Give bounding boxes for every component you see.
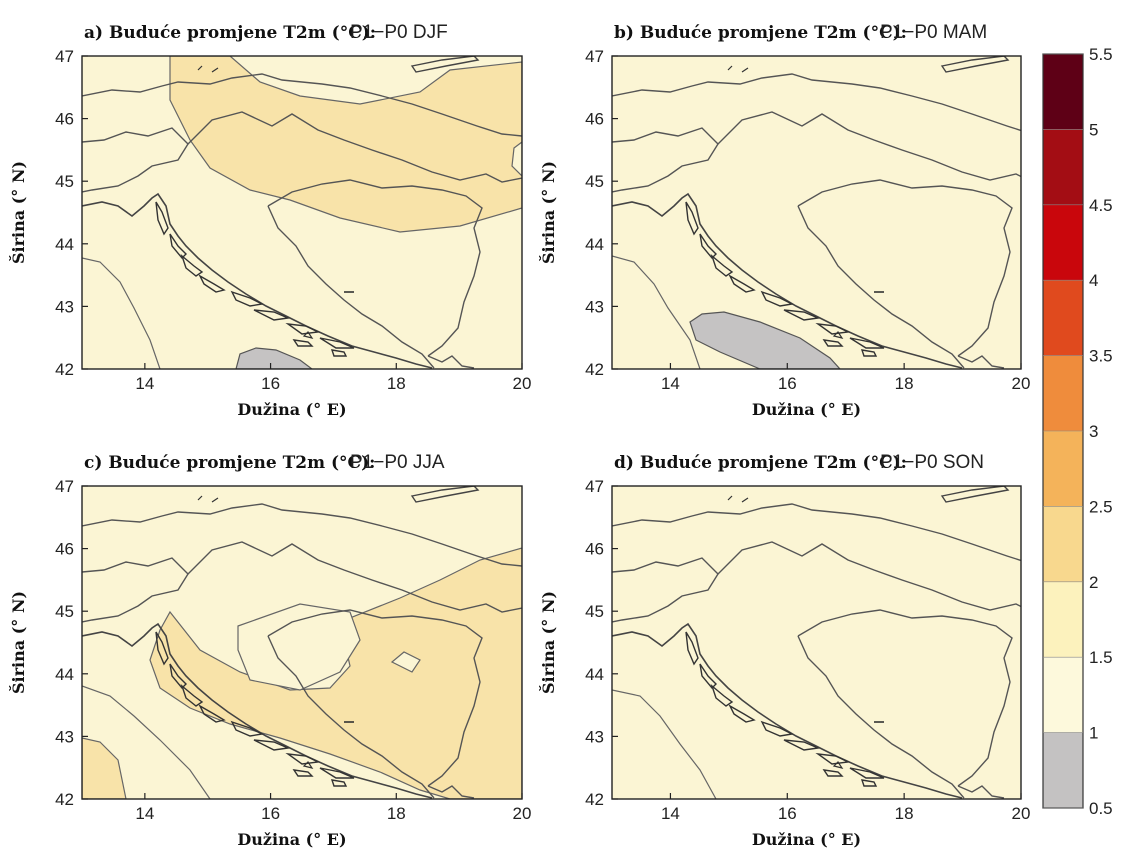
panel-d-map [612, 486, 1021, 799]
panel-d-xtick: 20 [1012, 804, 1031, 823]
colorbar-band [1043, 54, 1083, 130]
panel-c-title-prefix: c) Buduće promjene T2m (°C): [84, 453, 375, 473]
panel-b-xtick: 18 [895, 374, 914, 393]
colorbar-tick: 1 [1089, 724, 1098, 743]
panel-d-ytick: 47 [585, 477, 604, 496]
panel-d-title-suffix: P1−P0 SON [880, 452, 984, 473]
panel-b-ytick: 46 [585, 110, 604, 129]
colorbar-band [1043, 581, 1083, 658]
panel-c-xtick: 18 [387, 804, 406, 823]
colorbar-band [1043, 732, 1083, 808]
panel-d-ytick: 43 [585, 727, 604, 746]
colorbar-band [1043, 657, 1083, 733]
panel-c-xlabel: Dužina (° E) [237, 830, 346, 849]
panel-b-xtick: 16 [778, 374, 797, 393]
panel-c-xtick: 16 [261, 804, 280, 823]
colorbar-band [1043, 431, 1083, 507]
panel-d-title-prefix: d) Buduće promjene T2m (°C): [614, 453, 907, 473]
panel-a-ytick: 42 [55, 360, 74, 379]
colorbar-tick: 5.5 [1089, 45, 1113, 64]
panel-c-ylabel: Širina (° N) [8, 591, 28, 694]
colorbar-tick: 4.5 [1089, 196, 1113, 215]
panel-c-xtick: 14 [135, 804, 154, 823]
colorbar-tick: 3 [1089, 422, 1098, 441]
panel-b-ytick: 44 [585, 235, 604, 254]
panel-d-xtick: 14 [661, 804, 680, 823]
panel-b-ytick: 43 [585, 297, 604, 316]
panel-a-xlabel: Dužina (° E) [237, 400, 346, 419]
panel-a-title-prefix: a) Buduće promjene T2m (°C): [84, 23, 376, 43]
panel-c-ytick: 44 [55, 665, 74, 684]
panel-a-map [82, 56, 522, 369]
panel-a-xtick: 16 [261, 374, 280, 393]
panel-b-xtick: 14 [661, 374, 680, 393]
panel-b-ytick: 45 [585, 172, 604, 191]
panel-d-ytick: 46 [585, 540, 604, 559]
panel-a-ytick: 44 [55, 235, 74, 254]
panel-b-ytick: 42 [585, 360, 604, 379]
panel-d-xlabel: Dužina (° E) [752, 830, 861, 849]
colorbar-band [1043, 204, 1083, 281]
colorbar-tick: 4 [1089, 271, 1098, 290]
axes-layer: 14 16 18 20 47 46 45 44 43 42 Dužina (° E) Širina (… [8, 47, 1030, 849]
panel-a-ytick: 46 [55, 110, 74, 129]
colorbar-tick: 0.5 [1089, 799, 1113, 818]
panel-c-map [82, 486, 522, 799]
panel-c: c) Buduće promjene T2m (°C): P1−P0 JJA [81, 452, 523, 800]
panel-c-ytick: 46 [55, 540, 74, 559]
panel-b-title-prefix: b) Buduće promjene T2m (°C): [614, 23, 907, 43]
panel-d-frame [611, 485, 1022, 800]
panel-c-title-suffix: P1−P0 JJA [350, 452, 445, 473]
panel-c-ytick: 47 [55, 477, 74, 496]
colorbar-tick: 2 [1089, 573, 1098, 592]
panel-a-xtick: 14 [135, 374, 154, 393]
panel-b-title-suffix: P1−P0 MAM [880, 22, 987, 43]
panel-d: d) Buduće promjene T2m (°C): P1−P0 SON [611, 452, 1022, 800]
colorbar-tick: 5 [1089, 120, 1098, 139]
panel-b: b) Buduće promjene T2m (°C): P1−P0 MAM [611, 22, 1022, 370]
colorbar: 5.5 5 4.5 4 3.5 3 2.5 2 1.5 1 0.5 [1042, 45, 1113, 818]
panel-b-frame [611, 55, 1022, 370]
panel-b-ytick: 47 [585, 47, 604, 66]
panel-c-ytick: 42 [55, 790, 74, 809]
panel-b-map [612, 56, 1021, 369]
colorbar-tick: 2.5 [1089, 497, 1113, 516]
panel-a-ytick: 43 [55, 297, 74, 316]
panel-b-xlabel: Dužina (° E) [752, 400, 861, 419]
panel-d-ytick: 42 [585, 790, 604, 809]
panel-d-ytick: 45 [585, 602, 604, 621]
panel-c-frame [81, 485, 523, 800]
colorbar-band [1043, 506, 1083, 582]
colorbar-band [1043, 129, 1083, 205]
panel-a-title-suffix: P1−P0 DJF [350, 22, 448, 43]
panel-d-ytick: 44 [585, 665, 604, 684]
colorbar-band [1043, 355, 1083, 431]
panel-a-ytick: 47 [55, 47, 74, 66]
colorbar-band [1043, 280, 1083, 356]
panel-a-xtick: 18 [387, 374, 406, 393]
panel-a-frame [81, 55, 523, 370]
panel-d-xtick: 16 [778, 804, 797, 823]
panel-d-ylabel: Širina (° N) [538, 591, 558, 694]
panel-a: a) Buduće promjene T2m (°C): P1−P0 DJF [81, 22, 523, 370]
panel-c-ytick: 45 [55, 602, 74, 621]
panel-c-ytick: 43 [55, 727, 74, 746]
panel-a-xtick: 20 [513, 374, 532, 393]
panel-a-ytick: 45 [55, 172, 74, 191]
colorbar-tick: 3.5 [1089, 347, 1113, 366]
panel-c-xtick: 20 [513, 804, 532, 823]
panel-a-ylabel: Širina (° N) [8, 161, 28, 264]
panel-b-xtick: 20 [1012, 374, 1031, 393]
panel-b-ylabel: Širina (° N) [538, 161, 558, 264]
colorbar-tick: 1.5 [1089, 648, 1113, 667]
panel-d-xtick: 18 [895, 804, 914, 823]
